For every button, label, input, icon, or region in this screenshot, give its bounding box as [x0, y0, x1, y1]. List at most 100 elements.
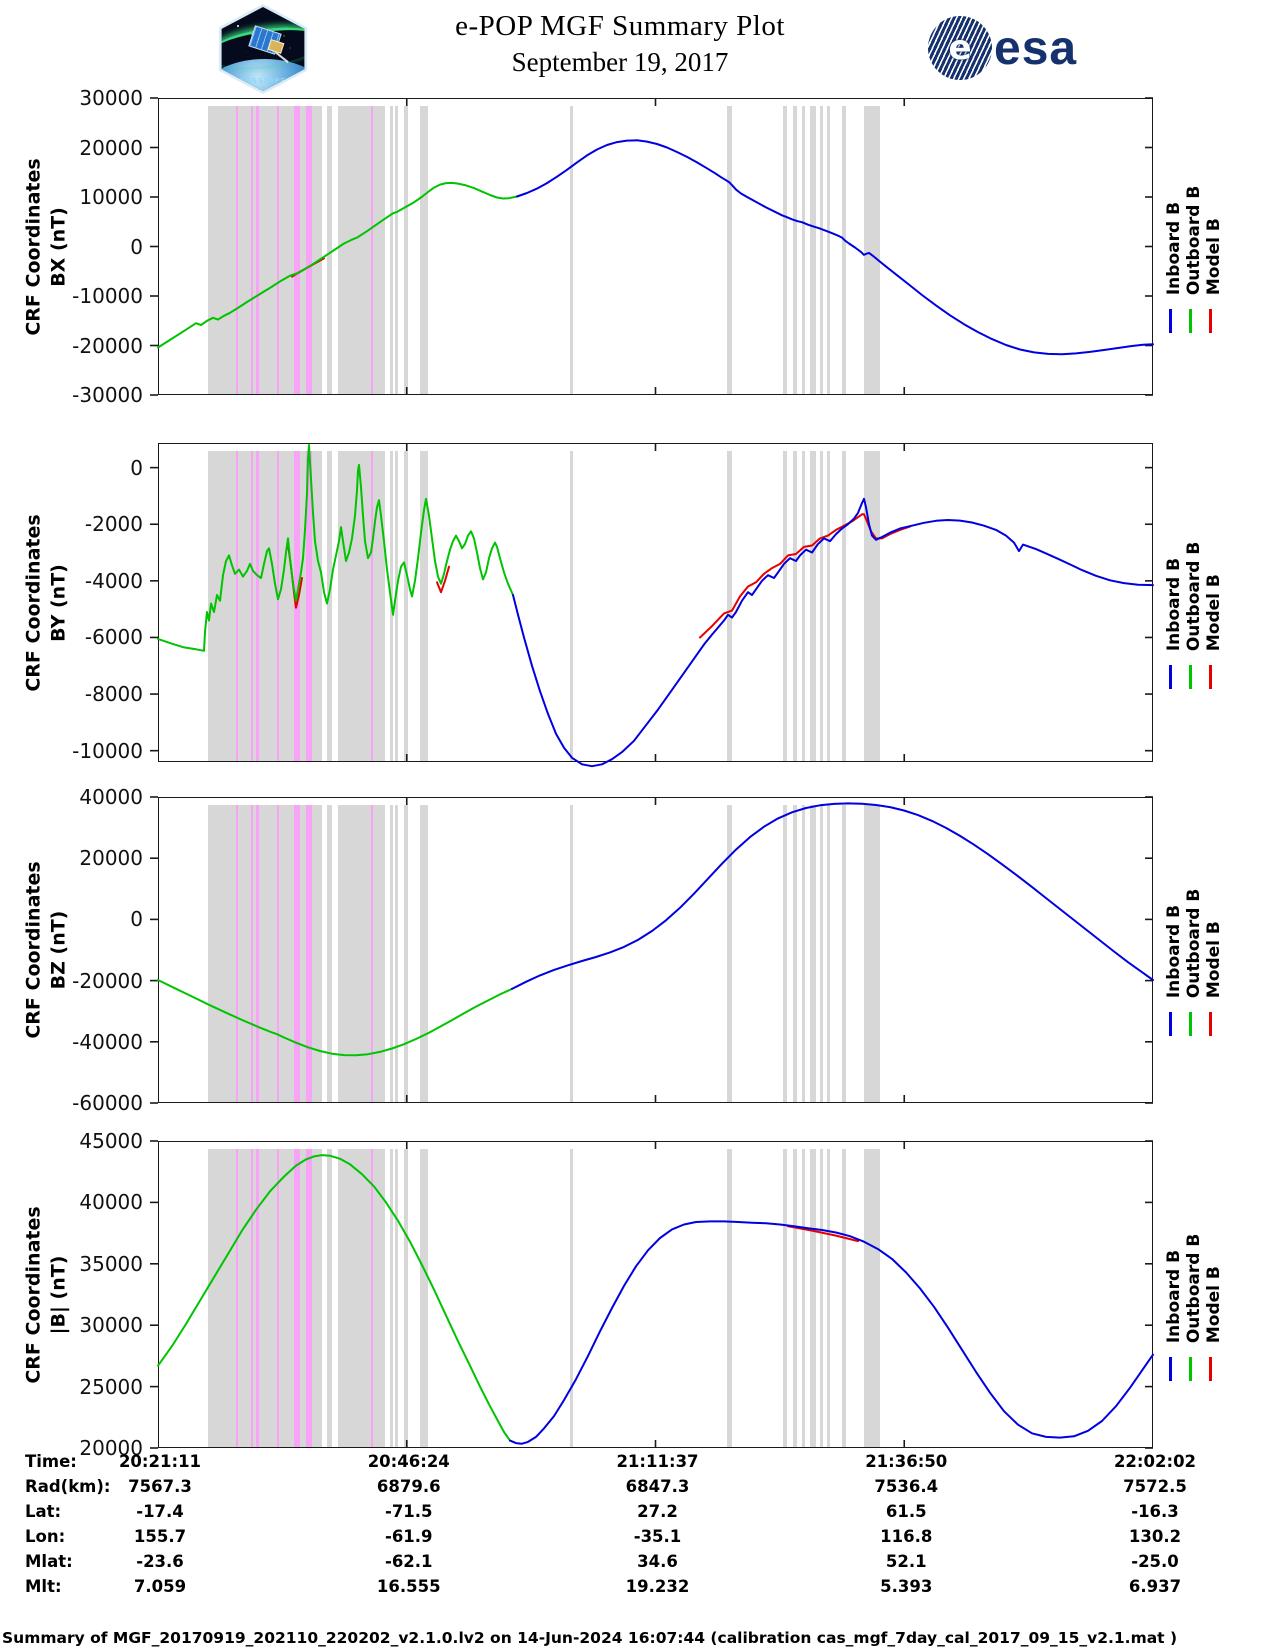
by-axis-label: CRF Coordinates BY (nT) [22, 513, 69, 692]
event-marker-band [371, 1149, 373, 1447]
data-gap-band [420, 451, 428, 761]
row-value: 52.1 [885, 1552, 927, 1571]
data-gap-band [810, 1149, 816, 1447]
row-label: Mlat: [25, 1552, 73, 1571]
row-value: -62.1 [384, 1552, 433, 1571]
bx-plot [150, 97, 1154, 396]
y-tick-label: 30000 [79, 86, 143, 110]
legend-label: Inboard B [1164, 557, 1184, 651]
legend-label: Inboard B [1164, 1249, 1184, 1343]
data-gap-band [390, 106, 393, 394]
row-value: 21:36:50 [865, 1452, 948, 1471]
patch-label: CASSIOPE [239, 77, 287, 86]
y-tick-label: 20000 [79, 846, 143, 871]
event-marker-band [306, 106, 312, 394]
event-marker-band [251, 805, 253, 1102]
y-tick-label: -4000 [84, 568, 143, 593]
data-gap-band [404, 805, 408, 1102]
row-value: 20:46:24 [367, 1452, 450, 1471]
legend-swatch [1189, 308, 1192, 333]
event-marker-band [256, 451, 259, 761]
data-gap-band [864, 106, 880, 394]
y-tick-label: 10000 [79, 185, 143, 209]
y-tick-label: -20000 [72, 968, 143, 993]
table-row: Time: 20:21:11 20:46:24 21:11:37 21:36:50 22:… [0, 1452, 1275, 1477]
bz-axis-label: CRF Coordinates BZ (nT) [22, 861, 69, 1039]
model-by-c-line [699, 513, 911, 639]
data-gap-band [802, 451, 805, 761]
data-gap-band [395, 805, 398, 1102]
row-label: Time: [25, 1452, 77, 1471]
bz-legend: Inboard B Outboard B Model B [1164, 797, 1275, 1103]
event-marker-band [236, 451, 238, 761]
data-gap-band [842, 1149, 846, 1447]
data-gap-band [810, 106, 816, 394]
data-gap-band [864, 451, 880, 761]
row-value: 7567.3 [128, 1477, 192, 1496]
legend-swatch [1209, 308, 1212, 333]
row-label: Rad(km): [25, 1477, 111, 1496]
data-gap-band [420, 1149, 428, 1447]
legend-swatch [1209, 1356, 1212, 1381]
y-tick-label: 0 [130, 455, 143, 480]
row-value: 27.2 [637, 1502, 678, 1521]
data-gap-band [820, 1149, 823, 1447]
footer-summary-text: Summary of MGF_20170919_202110_220202_v2… [2, 1629, 1178, 1647]
data-gap-band [827, 1149, 830, 1447]
data-gap-band [827, 805, 830, 1102]
data-gap-band [404, 1149, 408, 1447]
legend-swatch [1169, 308, 1172, 333]
bmag-plot [150, 1140, 1154, 1449]
data-gap-band [208, 805, 322, 1102]
data-gap-band [338, 1149, 385, 1447]
title-line-1: e-POP MGF Summary Plot [455, 10, 785, 42]
cassiope-mission-patch: CASSIOPE [214, 4, 312, 94]
by-plot [150, 443, 1154, 768]
table-row: Mlt: 7.059 16.555 19.232 5.393 6.937 [0, 1577, 1275, 1602]
event-marker-band [306, 451, 312, 761]
data-gap-band [864, 1149, 880, 1447]
row-value: 155.7 [133, 1527, 187, 1546]
y-tick-label: 30000 [79, 1313, 143, 1338]
y-tick-label: -20000 [72, 333, 143, 358]
row-value: -17.4 [136, 1502, 184, 1521]
event-marker-band [371, 451, 373, 761]
data-gap-band [395, 1149, 398, 1447]
event-marker-band [256, 1149, 259, 1447]
bmag-axis-label: CRF Coordinates |B| (nT) [22, 1205, 69, 1384]
data-gap-band [793, 805, 797, 1102]
legend-label: Outboard B [1184, 541, 1204, 651]
event-marker-band [256, 106, 259, 394]
row-value: -25.0 [1131, 1552, 1179, 1571]
data-gap-band [390, 1149, 393, 1447]
row-value: 19.232 [625, 1577, 690, 1596]
data-gap-band [570, 805, 573, 1102]
data-gap-band [864, 805, 880, 1102]
row-value: -23.6 [136, 1552, 184, 1571]
event-marker-band [251, 451, 253, 761]
data-gap-band [820, 106, 823, 394]
event-marker-band [277, 1149, 279, 1447]
row-label: Mlt: [25, 1577, 62, 1596]
row-label: Lat: [25, 1502, 62, 1521]
y-tick-label: 25000 [79, 1374, 143, 1399]
bx-legend: Inboard B Outboard B Model B [1164, 98, 1275, 395]
data-gap-band [404, 451, 408, 761]
data-gap-band [827, 451, 830, 761]
row-value: 5.393 [880, 1577, 933, 1596]
data-gap-band [783, 451, 787, 761]
y-tick-label: -30000 [72, 383, 143, 407]
data-gap-band [570, 1149, 573, 1447]
row-value: 22:02:02 [1113, 1452, 1197, 1471]
title-line-2: September 19, 2017 [511, 47, 729, 77]
legend-swatch [1209, 1012, 1212, 1036]
bz-plot [150, 796, 1154, 1104]
row-value: 7.059 [133, 1577, 187, 1596]
inboard-bz-line [511, 802, 1154, 990]
y-tick-label: -6000 [84, 625, 143, 650]
data-gap-band [842, 106, 846, 394]
row-value: 34.6 [637, 1552, 678, 1571]
data-gap-band [338, 106, 385, 394]
legend-swatch [1169, 664, 1172, 689]
